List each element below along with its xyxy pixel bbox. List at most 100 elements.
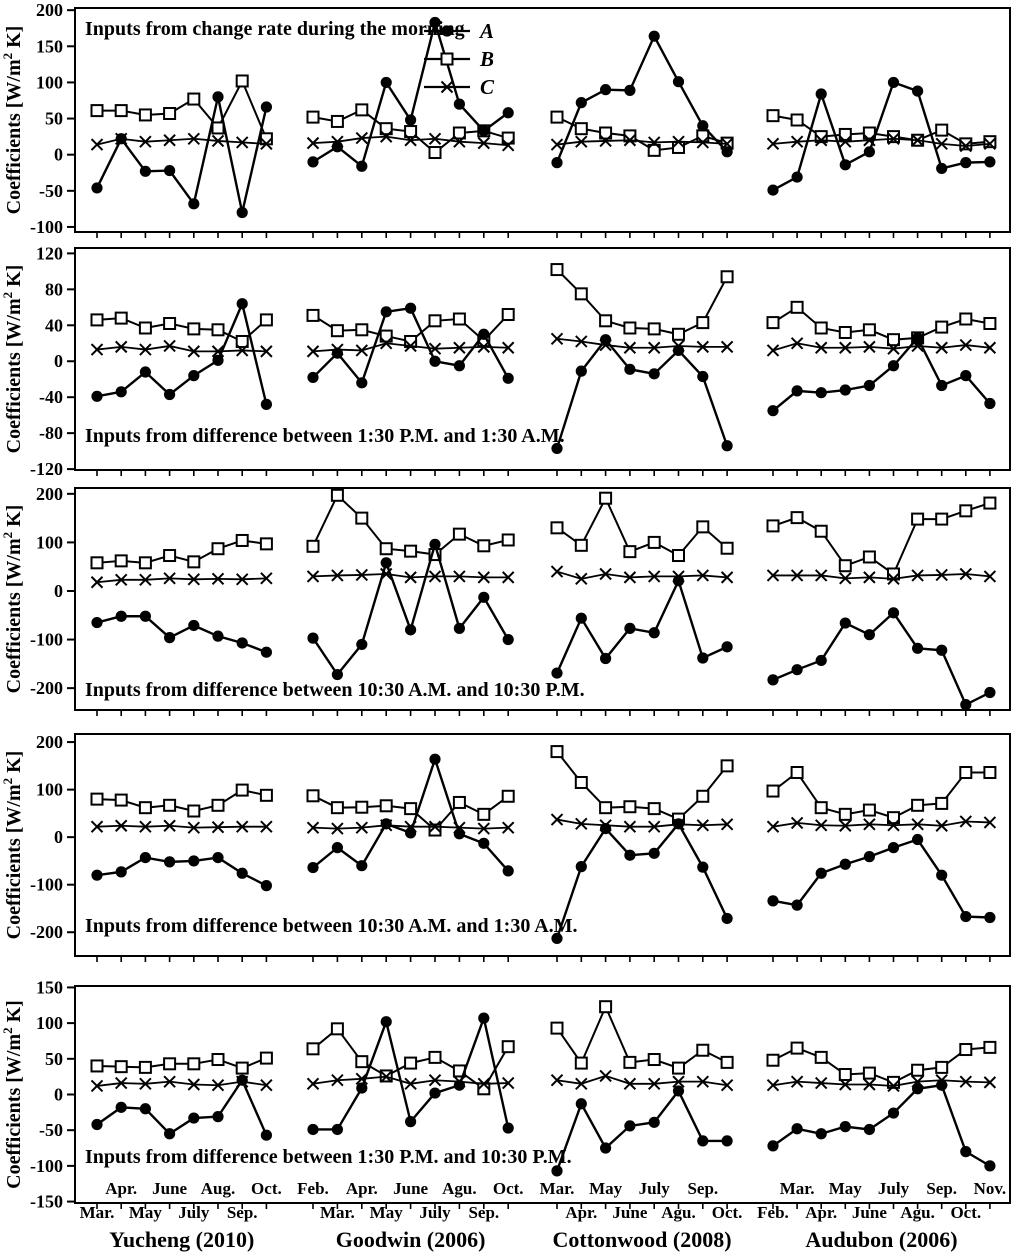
series-c-marker bbox=[647, 341, 661, 354]
series-a-marker bbox=[453, 360, 465, 372]
series-a-marker bbox=[815, 654, 827, 667]
series-c-marker bbox=[814, 134, 828, 147]
series-b-marker bbox=[838, 325, 852, 339]
series-a-marker bbox=[863, 379, 876, 392]
series-b-marker bbox=[114, 104, 128, 118]
y-tick-label: 200 bbox=[36, 0, 63, 20]
month-label: Aug. bbox=[201, 1179, 235, 1198]
series-c-marker bbox=[235, 344, 249, 357]
panel-5-site-3-series-A bbox=[551, 1085, 733, 1177]
panel-2-site-4-series-C bbox=[766, 337, 997, 357]
series-b-marker bbox=[90, 313, 104, 327]
panel-5-site-3-series-C bbox=[550, 1069, 734, 1092]
series-a-marker bbox=[453, 98, 465, 110]
series-b-marker bbox=[306, 110, 320, 124]
series-b-marker bbox=[766, 784, 780, 798]
series-a-marker bbox=[839, 1121, 851, 1133]
series-b-marker bbox=[452, 312, 466, 326]
series-b-marker bbox=[355, 323, 369, 337]
series-b-marker bbox=[574, 1056, 588, 1070]
series-a-marker bbox=[887, 360, 900, 372]
panel-3-site-4-series-B bbox=[766, 496, 997, 581]
series-c-marker bbox=[790, 1075, 804, 1088]
series-b-marker bbox=[379, 122, 393, 136]
series-a-marker bbox=[380, 557, 392, 569]
series-a-marker bbox=[356, 860, 368, 872]
series-a-marker bbox=[863, 629, 876, 641]
series-b-marker bbox=[163, 798, 177, 812]
panel-3-box bbox=[74, 487, 1011, 711]
series-b-marker bbox=[187, 92, 201, 106]
month-label: June bbox=[393, 1179, 428, 1198]
series-c-marker bbox=[766, 820, 780, 833]
series-c-marker bbox=[90, 138, 104, 151]
series-b-marker bbox=[550, 1021, 564, 1035]
series-c-marker bbox=[163, 134, 176, 147]
y-axis-label: Coefficients [W/m2 K] bbox=[0, 751, 25, 940]
y-tick-label: 0 bbox=[54, 351, 63, 371]
series-a-marker bbox=[791, 664, 803, 676]
series-b-marker bbox=[477, 807, 491, 821]
series-a-marker bbox=[697, 652, 709, 664]
series-c-marker bbox=[766, 137, 780, 151]
series-c-marker bbox=[839, 819, 852, 832]
series-b-marker bbox=[163, 549, 177, 563]
y-tick-label: 200 bbox=[36, 484, 63, 504]
series-c-marker bbox=[404, 1077, 417, 1090]
panel-3-site-4-series-C bbox=[766, 567, 997, 586]
series-a-marker bbox=[863, 851, 876, 863]
series-c-marker bbox=[379, 1070, 393, 1083]
series-c-marker bbox=[575, 335, 588, 348]
series-a-marker bbox=[380, 76, 392, 89]
series-b-marker bbox=[672, 327, 685, 341]
series-c-marker bbox=[959, 1075, 973, 1088]
month-label: Feb. bbox=[757, 1203, 789, 1222]
series-b-marker bbox=[983, 316, 997, 330]
series-b-marker bbox=[114, 793, 128, 807]
panel-1-box bbox=[74, 7, 1011, 233]
series-B-line bbox=[772, 1046, 990, 1084]
series-c-marker bbox=[90, 1079, 104, 1093]
series-a-marker bbox=[767, 674, 779, 686]
series-a-marker bbox=[721, 912, 733, 925]
series-c-marker bbox=[501, 821, 515, 834]
series-a-marker bbox=[575, 365, 587, 377]
series-a-marker bbox=[815, 1128, 827, 1140]
series-b-marker bbox=[452, 795, 466, 809]
series-C-line bbox=[773, 573, 990, 580]
series-c-marker bbox=[647, 136, 661, 149]
panel-3-site-2-series-A bbox=[307, 538, 514, 681]
month-label: June bbox=[852, 1203, 887, 1222]
series-b-marker bbox=[887, 1075, 900, 1089]
series-c-marker bbox=[187, 1078, 201, 1091]
series-c-marker bbox=[599, 134, 612, 148]
series-c-marker bbox=[550, 332, 564, 345]
panel-5-site-4-series-B bbox=[766, 1040, 997, 1089]
series-b-marker bbox=[838, 807, 852, 821]
series-a-marker bbox=[429, 753, 441, 765]
series-c-marker bbox=[575, 817, 588, 831]
series-a-marker bbox=[307, 371, 319, 384]
month-label: May bbox=[829, 1179, 863, 1198]
series-a-marker bbox=[260, 101, 272, 113]
series-A-line bbox=[555, 1088, 728, 1172]
series-a-marker bbox=[575, 97, 587, 109]
series-b-marker bbox=[379, 542, 393, 556]
series-a-marker bbox=[839, 858, 851, 870]
series-a-marker bbox=[331, 668, 343, 681]
series-b-marker bbox=[235, 783, 249, 797]
series-b-marker bbox=[647, 322, 661, 336]
series-a-marker bbox=[307, 1123, 319, 1136]
month-label: Apr. bbox=[805, 1203, 837, 1222]
panel-5-site-4-series-C bbox=[766, 1074, 997, 1093]
series-c-marker bbox=[163, 819, 176, 832]
series-a-marker bbox=[984, 686, 996, 699]
series-C-line bbox=[96, 824, 267, 829]
series-b-marker bbox=[814, 1050, 828, 1064]
series-b-marker bbox=[814, 524, 828, 538]
series-c-marker bbox=[839, 341, 852, 354]
panel-3-site-1-series-C bbox=[90, 572, 273, 589]
series-b-marker bbox=[138, 1060, 152, 1074]
series-c-marker bbox=[696, 1075, 710, 1088]
